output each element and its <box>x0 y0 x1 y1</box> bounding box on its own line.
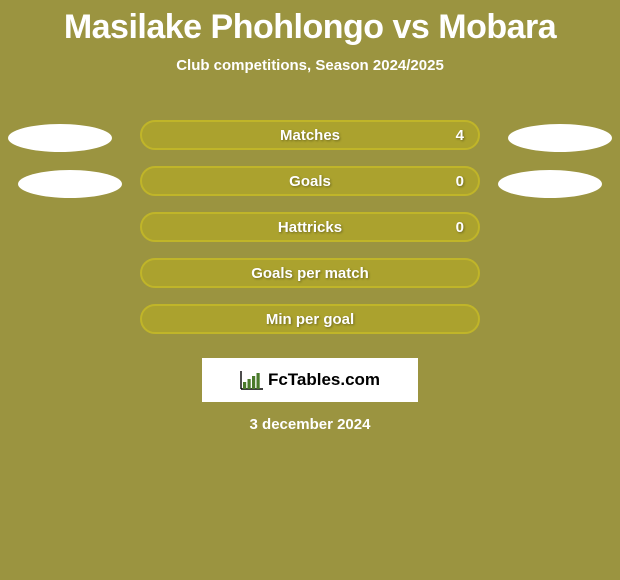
stat-label: Goals per match <box>251 265 369 282</box>
bar-chart-icon <box>240 370 264 390</box>
stat-bar: Matches 4 <box>140 120 480 150</box>
stat-label: Hattricks <box>278 219 342 236</box>
page-subtitle: Club competitions, Season 2024/2025 <box>0 57 620 74</box>
stat-value: 0 <box>456 173 464 190</box>
stat-label: Matches <box>280 127 340 144</box>
stat-value: 4 <box>456 127 464 144</box>
stat-bar: Goals per match <box>140 258 480 288</box>
comparison-infographic: Masilake Phohlongo vs Mobara Club compet… <box>0 0 620 580</box>
date-text: 3 december 2024 <box>0 416 620 433</box>
stat-row: Hattricks 0 <box>0 204 620 250</box>
stat-label: Min per goal <box>266 311 354 328</box>
stat-row: Goals per match <box>0 250 620 296</box>
stat-bar: Hattricks 0 <box>140 212 480 242</box>
stat-row: Matches 4 <box>0 112 620 158</box>
page-title: Masilake Phohlongo vs Mobara <box>0 0 620 47</box>
logo-text: FcTables.com <box>268 370 380 390</box>
logo-box: FcTables.com <box>202 358 418 402</box>
stat-bar: Min per goal <box>140 304 480 334</box>
stat-value: 0 <box>456 219 464 236</box>
stat-row: Min per goal <box>0 296 620 342</box>
stat-label: Goals <box>289 173 331 190</box>
stat-bar: Goals 0 <box>140 166 480 196</box>
stats-list: Matches 4 Goals 0 Hattricks 0 Goals per … <box>0 112 620 342</box>
stat-row: Goals 0 <box>0 158 620 204</box>
